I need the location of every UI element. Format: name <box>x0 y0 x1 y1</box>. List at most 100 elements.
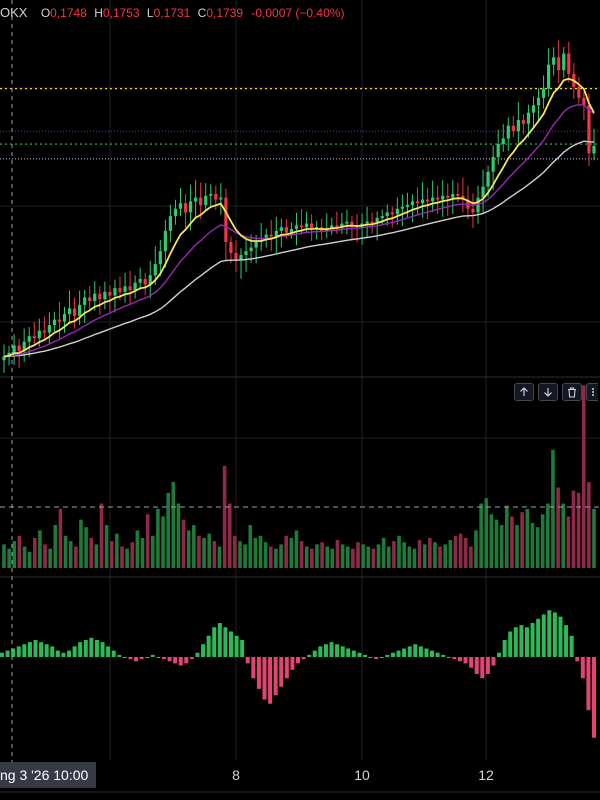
candle-body <box>350 221 354 226</box>
candle-body <box>42 330 46 333</box>
histogram-bar <box>67 650 72 657</box>
high-key: H <box>94 6 103 20</box>
candle-body <box>592 145 596 154</box>
close-key: C <box>197 6 207 20</box>
candle-body <box>390 212 394 215</box>
volume-bar <box>386 546 391 568</box>
volume-bar <box>150 535 155 568</box>
volume-bar <box>207 533 212 568</box>
histogram-bar <box>27 642 32 657</box>
volume-bar <box>289 537 294 568</box>
histogram-bar <box>39 642 44 657</box>
volume-bar <box>145 514 150 568</box>
volume-bar <box>222 465 227 568</box>
histogram-bar <box>78 642 83 657</box>
histogram-bar <box>44 644 49 657</box>
candle-body <box>249 247 253 252</box>
histogram-bar <box>452 657 457 660</box>
histogram-bar <box>502 640 507 657</box>
histogram-bar <box>390 652 395 657</box>
volume-bar <box>433 542 437 568</box>
histogram-bar <box>161 657 166 660</box>
ema-slow-line <box>3 140 595 358</box>
volume-bar <box>499 525 504 568</box>
volume-bar <box>325 546 330 568</box>
volume-bar <box>320 542 324 568</box>
histogram-bar <box>564 625 569 657</box>
volume-bar <box>115 533 119 568</box>
volume-bar <box>233 535 237 568</box>
histogram-bar <box>396 650 401 657</box>
crosshair-time-label: ng 3 '26 10:00 <box>0 762 97 788</box>
volume-bar <box>171 482 176 568</box>
volume-bar <box>469 546 473 568</box>
histogram-bar <box>519 625 524 657</box>
candle-body <box>380 216 384 218</box>
volume-bar <box>540 514 545 568</box>
move-pane-up-button[interactable] <box>514 383 534 401</box>
histogram-bar <box>340 646 345 657</box>
volume-bar <box>253 537 258 568</box>
histogram-bar <box>441 654 446 657</box>
volume-bar <box>494 519 499 568</box>
candle-body <box>304 223 309 228</box>
volume-bar <box>38 530 42 568</box>
histogram-bar <box>536 618 541 657</box>
volume-bar <box>504 505 509 568</box>
histogram-bar <box>106 646 111 657</box>
histogram-bar <box>323 644 328 657</box>
more-pane-button[interactable] <box>586 383 598 401</box>
move-pane-down-button[interactable] <box>538 383 558 401</box>
volume-bar <box>243 544 247 568</box>
candle-body <box>446 195 450 198</box>
histogram-bar <box>558 616 563 657</box>
volume-bar <box>340 544 345 568</box>
candle-body <box>330 225 334 230</box>
volume-bar <box>310 548 314 568</box>
volume-bar <box>156 508 160 568</box>
histogram-bar <box>279 657 284 687</box>
candle-body <box>178 203 183 209</box>
candle-body <box>219 197 223 200</box>
high-value: 0,1753 <box>102 6 140 20</box>
symbol-label: OKX <box>0 5 28 20</box>
volume-bar <box>561 503 566 568</box>
histogram-bar <box>446 657 451 658</box>
candle-body <box>57 319 62 322</box>
volume-bar <box>7 548 11 568</box>
volume-bar <box>448 540 453 568</box>
histogram-bar <box>413 644 418 657</box>
candle-body <box>118 288 122 292</box>
histogram-bar <box>184 657 189 664</box>
histogram-bar <box>541 614 546 657</box>
candle-body <box>209 193 213 196</box>
volume-bar <box>48 548 52 568</box>
time-axis[interactable]: 8 10 12 <box>0 760 600 790</box>
histogram-bar <box>83 640 88 657</box>
histogram-bar <box>351 650 356 657</box>
volume-bar <box>397 535 401 568</box>
candle-body <box>88 297 92 302</box>
histogram-bar <box>284 657 289 679</box>
delete-pane-button[interactable] <box>562 383 582 401</box>
histogram-bar <box>61 652 66 657</box>
histogram-bar <box>586 657 591 711</box>
histogram-bar <box>418 646 423 657</box>
volume-bar <box>181 519 186 568</box>
volume-bar <box>212 541 217 568</box>
volume-bar <box>551 449 555 568</box>
candle-body <box>108 291 112 296</box>
candle-body <box>153 264 157 276</box>
candle-body <box>204 195 208 206</box>
ema-mid-line <box>3 104 595 358</box>
candle-body <box>284 227 288 233</box>
candle-body <box>123 286 127 292</box>
histogram-bar <box>195 652 200 657</box>
histogram-bar <box>363 654 368 657</box>
volume-bar <box>227 503 232 568</box>
histogram-bar <box>307 654 312 657</box>
histogram-bar <box>122 657 127 658</box>
volume-bar <box>422 544 427 568</box>
histogram-bar <box>145 657 150 658</box>
